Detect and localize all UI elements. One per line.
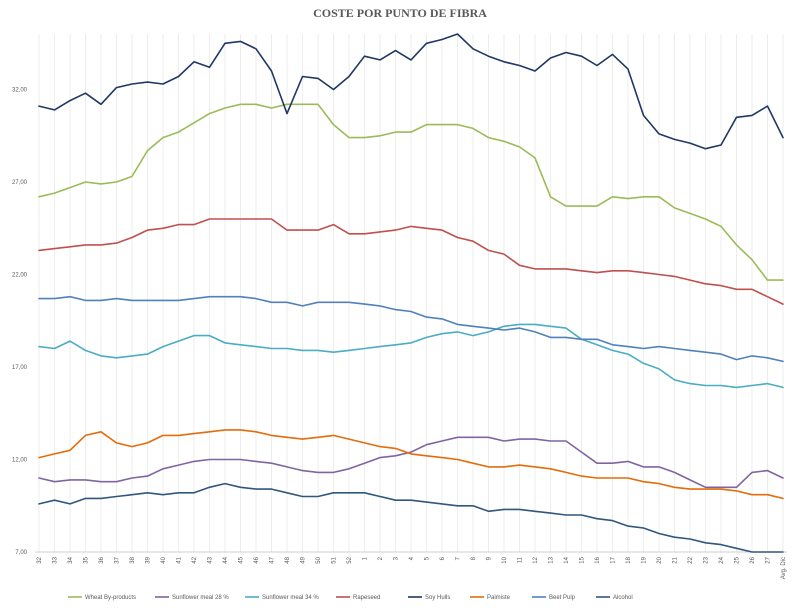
legend-label: Rapeseed	[353, 595, 380, 601]
series-line	[38, 33, 784, 150]
x-tick-label: 48	[285, 556, 291, 563]
x-tick-label: 8	[471, 556, 477, 560]
x-tick-label: 34	[68, 556, 74, 563]
x-tick-label: 33	[53, 556, 59, 563]
legend-label: Sunflower meal 34 %	[262, 595, 319, 601]
series-line	[38, 429, 784, 500]
x-tick-label: 27	[766, 556, 772, 563]
series-line	[38, 103, 784, 281]
y-tick-label: 27,00	[12, 180, 28, 186]
x-tick-label: 50	[316, 556, 322, 563]
x-tick-label: 42	[192, 556, 198, 563]
x-tick-label: 19	[642, 556, 648, 563]
series-line	[38, 482, 784, 553]
x-tick-label: 40	[161, 556, 167, 563]
legend-label: Wheat By-products	[85, 595, 136, 601]
x-tick-label: 25	[735, 556, 741, 563]
legend-label: Beet Pulp	[549, 595, 576, 601]
x-tick-label: 44	[223, 556, 229, 563]
series-line	[38, 323, 784, 389]
x-tick-label: 7	[456, 556, 462, 560]
series-line	[38, 218, 784, 305]
x-tick-label: 6	[440, 556, 446, 560]
x-tick-label: 16	[595, 556, 601, 563]
series-line	[38, 436, 784, 489]
x-tick-label: 1	[363, 556, 369, 560]
y-tick-label: 32,00	[12, 88, 28, 94]
series-line	[38, 295, 784, 363]
x-tick-label: 2	[378, 556, 384, 560]
x-tick-label: 5	[425, 556, 431, 560]
x-tick-label: 3	[394, 556, 400, 560]
x-tick-label: 24	[719, 556, 725, 563]
x-tick-label: 14	[564, 556, 570, 563]
x-tick-label: 32	[37, 556, 43, 563]
y-tick-label: 7,00	[15, 550, 27, 556]
x-tick-label: 45	[239, 556, 245, 563]
x-tick-label: 36	[99, 556, 105, 563]
x-tick-label: 22	[688, 556, 694, 563]
x-tick-label: 37	[115, 556, 121, 563]
x-tick-label: 52	[347, 556, 353, 563]
x-tick-label: 51	[332, 556, 338, 563]
x-tick-label: 39	[146, 556, 152, 563]
y-tick-label: 22,00	[12, 273, 28, 279]
x-tick-label: 15	[580, 556, 586, 563]
y-tick-label: 12,00	[12, 458, 28, 464]
x-tick-label: 23	[704, 556, 710, 563]
legend-label: Alcohol	[613, 595, 633, 601]
x-tick-label: 13	[549, 556, 555, 563]
x-tick-label: 43	[208, 556, 214, 563]
x-tick-label: 12	[533, 556, 539, 563]
x-tick-label: 38	[130, 556, 136, 563]
x-tick-label: 17	[611, 556, 617, 563]
chart-title: COSTE POR PUNTO DE FIBRA	[313, 6, 487, 20]
x-tick-label: 35	[84, 556, 90, 563]
y-tick-label: 17,00	[12, 365, 28, 371]
x-tick-label: 21	[673, 556, 679, 563]
x-tick-label: Avg. Dic	[781, 557, 787, 579]
x-tick-label: 11	[518, 556, 524, 563]
legend-label: Sunflower meal 28 %	[172, 595, 229, 601]
x-tick-label: 49	[301, 556, 307, 563]
legend-label: Soy Hulls	[425, 595, 450, 601]
x-tick-label: 10	[502, 556, 508, 563]
x-tick-label: 4	[409, 556, 415, 560]
x-tick-label: 46	[254, 556, 260, 563]
legend-label: Palmiste	[487, 595, 511, 601]
x-tick-label: 9	[487, 556, 493, 560]
x-tick-label: 20	[657, 556, 663, 563]
x-tick-label: 47	[270, 556, 276, 563]
x-tick-label: 26	[750, 556, 756, 563]
x-tick-label: 18	[626, 556, 632, 563]
x-tick-label: 41	[177, 556, 183, 563]
